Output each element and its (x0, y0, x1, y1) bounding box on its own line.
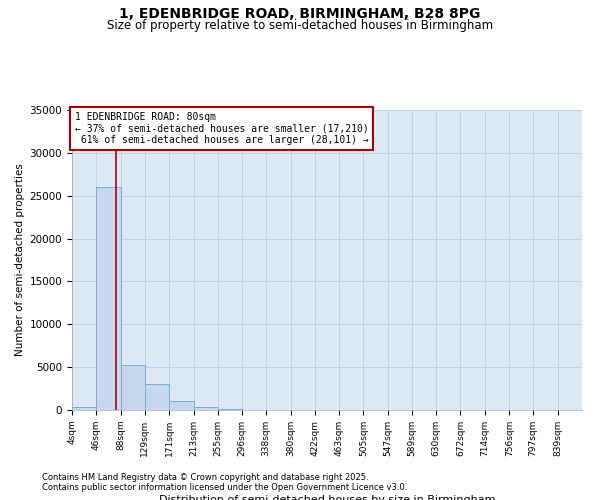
Bar (169, 400, 194, 410)
X-axis label: Distribution of semi-detached houses by size in Birmingham: Distribution of semi-detached houses by … (159, 495, 495, 500)
Text: 1, EDENBRIDGE ROAD, BIRMINGHAM, B28 8PG: 1, EDENBRIDGE ROAD, BIRMINGHAM, B28 8PG (119, 8, 481, 22)
Text: Contains HM Land Registry data © Crown copyright and database right 2025.: Contains HM Land Registry data © Crown c… (42, 474, 368, 482)
Text: 1 EDENBRIDGE ROAD: 80sqm
← 37% of semi-detached houses are smaller (17,210)
 61%: 1 EDENBRIDGE ROAD: 80sqm ← 37% of semi-d… (74, 112, 368, 144)
Y-axis label: Number of semi-detached properties: Number of semi-detached properties (16, 164, 25, 356)
Bar (145, 384, 169, 410)
Bar (72, 406, 97, 410)
Bar (218, 409, 242, 410)
Bar (121, 364, 145, 410)
Text: Size of property relative to semi-detached houses in Birmingham: Size of property relative to semi-detach… (107, 19, 493, 32)
Bar (97, 187, 121, 410)
Text: Contains public sector information licensed under the Open Government Licence v3: Contains public sector information licen… (42, 484, 407, 492)
Bar (194, 408, 218, 410)
